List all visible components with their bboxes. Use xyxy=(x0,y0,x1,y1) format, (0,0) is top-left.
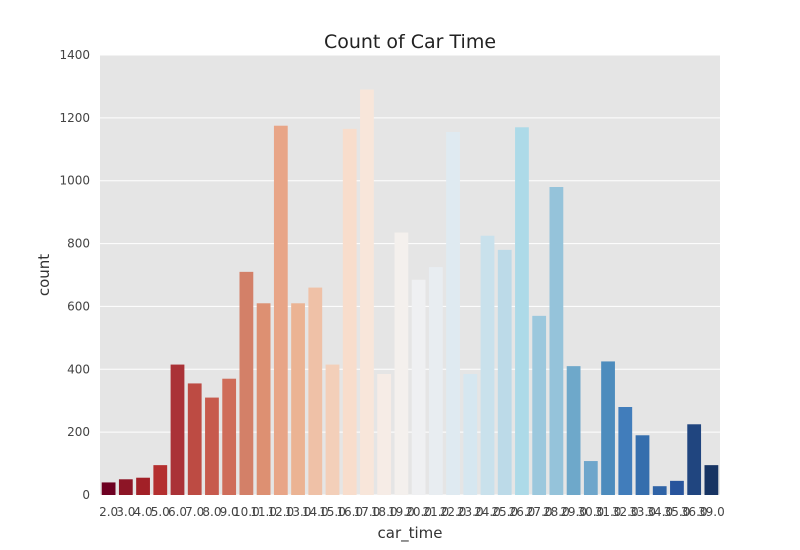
x-tick-label: 36.0 xyxy=(681,505,708,519)
x-axis-label: car_time xyxy=(378,524,443,543)
bar-12.0 xyxy=(273,125,288,495)
bar-27.0 xyxy=(532,315,547,495)
bar-6.0 xyxy=(170,364,185,495)
bar-25.0 xyxy=(497,249,512,495)
y-tick-label: 200 xyxy=(67,425,90,439)
bar-15.0 xyxy=(325,364,340,495)
bar-29.0 xyxy=(566,366,581,495)
bar-21.0 xyxy=(428,267,443,495)
x-tick-label: 39.0 xyxy=(698,505,725,519)
x-tick-label: 6.0 xyxy=(168,505,187,519)
x-tick-label: 27.0 xyxy=(526,505,553,519)
x-tick-label: 24.0 xyxy=(474,505,501,519)
x-tick-label: 4.0 xyxy=(134,505,153,519)
x-tick-label: 10.0 xyxy=(233,505,260,519)
bar-8.0 xyxy=(205,397,219,495)
bar-32.0 xyxy=(618,407,633,495)
bar-31.0 xyxy=(601,361,615,495)
x-tick-label: 8.0 xyxy=(202,505,221,519)
y-axis-label: count xyxy=(35,254,53,296)
bar-26.0 xyxy=(515,127,529,496)
y-tick-label: 800 xyxy=(67,237,90,251)
x-tick-label: 15.0 xyxy=(319,505,346,519)
bar-18.0 xyxy=(377,374,392,495)
bar-34.0 xyxy=(652,486,667,495)
y-tick-label: 1200 xyxy=(59,111,90,125)
x-tick-label: 26.0 xyxy=(509,505,536,519)
bar-33.0 xyxy=(635,435,650,495)
bar-23.0 xyxy=(463,374,478,495)
bars xyxy=(101,89,719,496)
x-tick-label: 20.0 xyxy=(405,505,432,519)
bar-36.0 xyxy=(687,424,702,495)
x-tick-label: 32.0 xyxy=(612,505,639,519)
x-tick-label: 9.0 xyxy=(220,505,239,519)
x-tick-label: 22.0 xyxy=(440,505,467,519)
bar-11.0 xyxy=(256,303,271,495)
bar-30.0 xyxy=(583,461,598,495)
bar-16.0 xyxy=(342,128,357,495)
bar-28.0 xyxy=(549,187,564,495)
x-axis-ticks: 2.03.04.05.06.07.08.09.010.011.012.013.0… xyxy=(99,505,725,519)
bar-7.0 xyxy=(187,383,202,495)
x-tick-label: 7.0 xyxy=(185,505,204,519)
bar-17.0 xyxy=(360,89,374,496)
bar-4.0 xyxy=(136,477,150,495)
x-tick-label: 16.0 xyxy=(336,505,363,519)
x-tick-label: 11.0 xyxy=(250,505,277,519)
x-tick-label: 19.0 xyxy=(388,505,415,519)
y-tick-label: 400 xyxy=(67,362,90,376)
plot-area xyxy=(100,55,720,495)
x-tick-label: 18.0 xyxy=(371,505,398,519)
x-tick-label: 35.0 xyxy=(664,505,691,519)
bar-22.0 xyxy=(446,132,460,495)
x-tick-label: 29.0 xyxy=(560,505,587,519)
bar-14.0 xyxy=(308,287,323,495)
bar-3.0 xyxy=(118,479,133,495)
bar-5.0 xyxy=(153,465,168,495)
bar-9.0 xyxy=(222,378,237,495)
bar-35.0 xyxy=(670,480,684,495)
bar-19.0 xyxy=(394,232,409,496)
y-tick-label: 1000 xyxy=(59,174,90,188)
x-tick-label: 30.0 xyxy=(577,505,604,519)
gridlines xyxy=(100,54,720,496)
x-tick-label: 3.0 xyxy=(116,505,135,519)
bar-39.0 xyxy=(704,465,719,495)
y-axis-ticks: 0 200 400 600 800 1000 1200 1400 xyxy=(59,48,90,502)
y-tick-label: 1400 xyxy=(59,48,90,62)
x-tick-label: 25.0 xyxy=(491,505,518,519)
x-tick-label: 28.0 xyxy=(543,505,570,519)
x-tick-label: 31.0 xyxy=(595,505,622,519)
x-tick-label: 33.0 xyxy=(629,505,656,519)
bar-10.0 xyxy=(239,271,254,495)
x-tick-label: 13.0 xyxy=(285,505,312,519)
x-tick-label: 14.0 xyxy=(302,505,329,519)
y-tick-label: 600 xyxy=(67,299,90,313)
chart-title: Count of Car Time xyxy=(324,31,496,53)
bar-20.0 xyxy=(411,279,426,495)
x-tick-label: 5.0 xyxy=(151,505,170,519)
x-tick-label: 21.0 xyxy=(422,505,449,519)
x-tick-label: 17.0 xyxy=(354,505,381,519)
bar-2.0 xyxy=(101,482,116,495)
y-tick-label: 0 xyxy=(82,488,90,502)
bar-13.0 xyxy=(291,303,305,495)
x-tick-label: 34.0 xyxy=(646,505,673,519)
bar-24.0 xyxy=(480,235,495,495)
x-tick-label: 12.0 xyxy=(267,505,294,519)
x-tick-label: 2.0 xyxy=(99,505,118,519)
x-tick-label: 23.0 xyxy=(457,505,484,519)
